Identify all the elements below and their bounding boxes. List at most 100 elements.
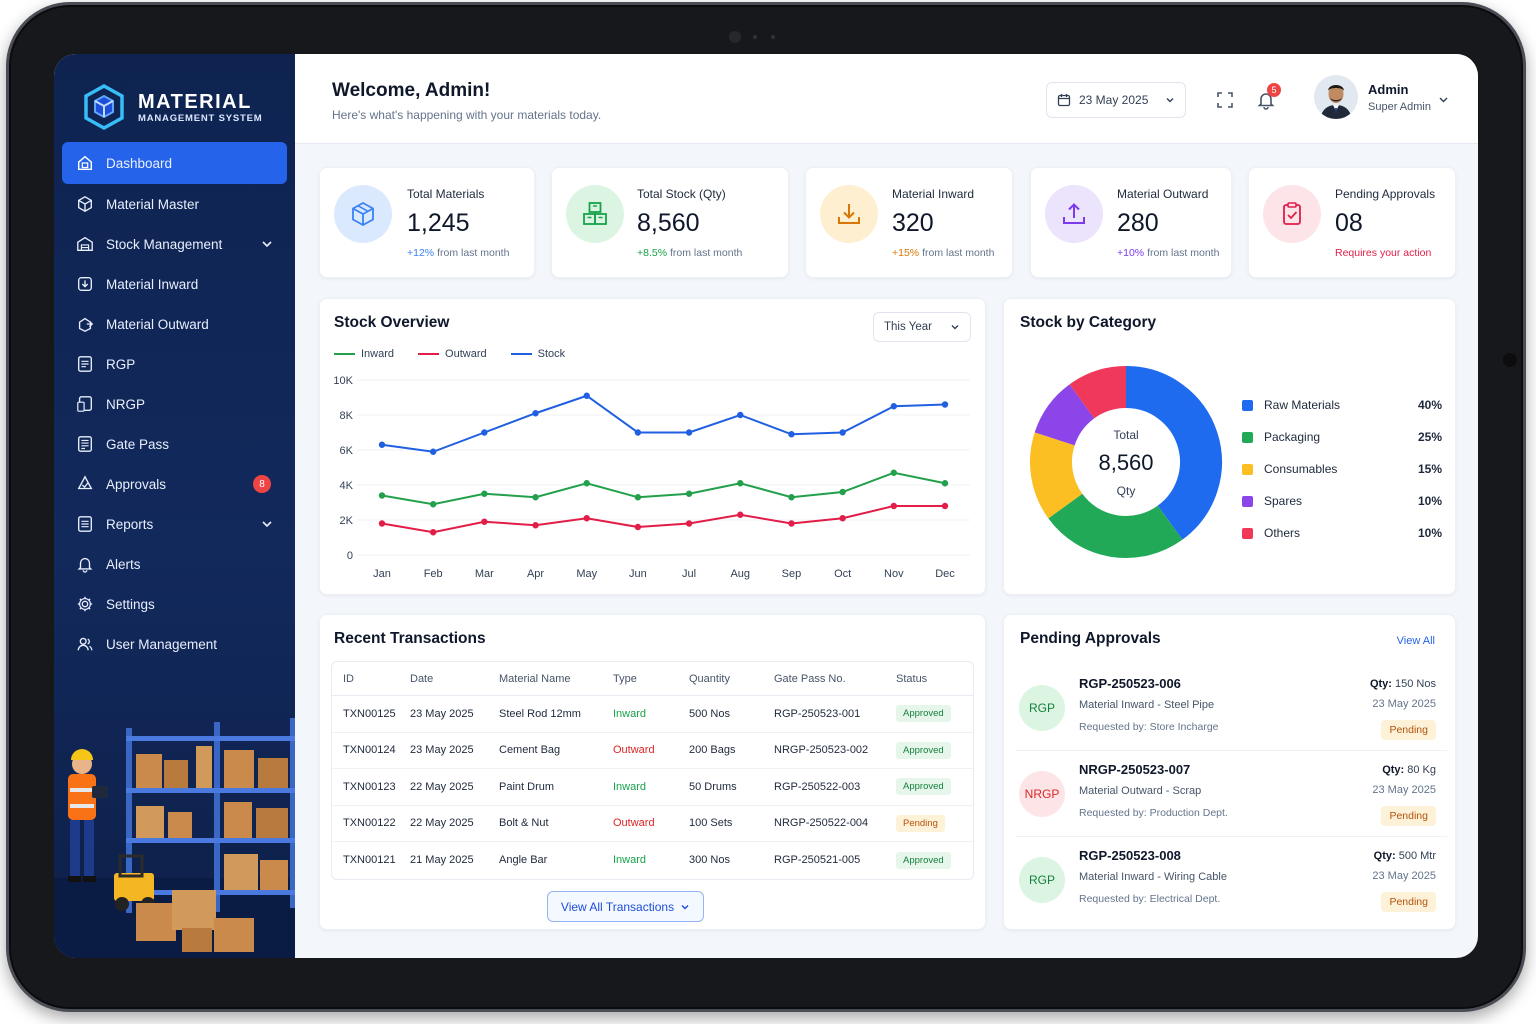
approval-type-badge: RGP [1019,685,1065,731]
kpi-label: Material Inward [892,187,975,201]
warehouse-icon [77,236,93,251]
y-tick-label: 4K [340,480,354,492]
kpi-label: Total Stock (Qty) [637,187,726,201]
avatar[interactable] [1314,75,1358,119]
status-badge: Approved [896,851,951,869]
date-picker[interactable]: 23 May 2025 [1046,82,1186,118]
users-icon [77,637,93,651]
table-row[interactable]: TXN00125 23 May 2025 Steel Rod 12mm Inwa… [332,696,973,733]
sidebar-item-nrgp[interactable]: NRGP [62,384,287,424]
cell-type: Inward [613,707,647,720]
main-content: Welcome, Admin! Here's what's happening … [295,54,1478,958]
document-icon [77,396,92,412]
cell-gate-pass: RGP-250521-005 [774,854,861,867]
category-pct: 15% [1417,462,1442,476]
kpi-label: Pending Approvals [1335,187,1436,201]
boxes-icon [583,202,607,225]
sidebar-item-rgp[interactable]: RGP [62,344,287,384]
sidebar-item-material-master[interactable]: Material Master [62,184,287,224]
sidebar-item-settings[interactable]: Settings [62,584,287,624]
category-row: Consumables 15% [1242,453,1442,485]
x-tick-label: Nov [884,568,904,580]
column-header[interactable]: Type [613,672,637,685]
kpi-value: 1,245 [407,209,470,237]
approval-item[interactable]: RGP RGP-250523-008 Material Inward - Wir… [1015,837,1447,923]
sidebar-item-user-management[interactable]: User Management [62,624,287,664]
kpi-card-material-outward[interactable]: Material Outward 280 +10% from last mont… [1030,167,1232,278]
qty-label: Qty: [1382,764,1405,776]
view-all-transactions-button[interactable]: View All Transactions [547,891,704,922]
chevron-down-icon[interactable] [261,238,273,250]
sidebar-item-label: User Management [106,636,218,652]
chevron-down-icon[interactable] [1438,94,1449,105]
kpi-card-total-stock[interactable]: Total Stock (Qty) 8,560 +8.5% from last … [551,167,789,278]
fullscreen-icon[interactable] [1216,91,1234,109]
x-tick-label: Oct [834,568,851,580]
kpi-trend-text: from last month [670,247,743,259]
approval-description: Material Inward - Wiring Cable [1079,871,1227,883]
sidebar-item-label: RGP [106,356,136,372]
legend-item-outward[interactable]: Outward [418,348,487,360]
kpi-card-total-materials[interactable]: Total Materials 1,245 +12% from last mon… [319,167,535,278]
data-point [532,522,539,529]
sidebar-item-material-outward[interactable]: Material Outward [62,304,287,344]
data-point [532,410,539,417]
table-header: ID Date Material Name Type Quantity Gate… [332,662,973,696]
table-row[interactable]: TXN00122 22 May 2025 Bolt & Nut Outward … [332,806,973,842]
approval-item[interactable]: RGP RGP-250523-006 Material Inward - Ste… [1015,665,1447,751]
sidebar-item-alerts[interactable]: Alerts [62,544,287,584]
legend-item-inward[interactable]: Inward [334,348,394,360]
brand[interactable]: MATERIAL MANAGEMENT SYSTEM [54,54,295,142]
legend-item-stock[interactable]: Stock [510,348,565,360]
bell-icon [77,557,93,573]
sidebar-item-gate-pass[interactable]: Gate Pass [62,424,287,464]
logo-icon [84,83,124,131]
data-point [890,502,898,510]
kpi-card-pending-approvals[interactable]: Pending Approvals 08 Requires your actio… [1248,167,1456,278]
date-value: 23 May 2025 [1079,93,1149,107]
brand-title: MATERIAL [138,90,252,113]
sidebar-item-material-inward[interactable]: Material Inward [62,264,287,304]
kpi-trend-value: +15% [892,247,920,259]
column-header[interactable]: ID [343,672,354,685]
data-point [737,480,744,487]
view-all-link[interactable]: View All [1396,635,1435,647]
clipboard-check-icon [1283,202,1301,225]
column-header[interactable]: Date [410,672,434,685]
table-row[interactable]: TXN00124 23 May 2025 Cement Bag Outward … [332,733,973,769]
data-point [890,403,898,410]
document-icon [78,356,92,372]
cell-type: Outward [613,817,655,830]
cell-material: Paint Drum [499,780,555,793]
sensor-dot [771,35,775,39]
sidebar-item-stock-management[interactable]: Stock Management [62,224,287,264]
approvals-count-badge: 8 [253,475,271,493]
kpi-card-material-inward[interactable]: Material Inward 320 +15% from last month [805,167,1013,278]
cell-quantity: 500 Nos [689,707,730,720]
qty-label: Qty: [1369,678,1392,690]
column-header[interactable]: Gate Pass No. [774,672,846,685]
data-point [429,448,437,455]
column-header[interactable]: Material Name [499,672,571,685]
category-donut-chart [1030,366,1222,558]
sidebar-item-label: Reports [106,516,154,532]
stock-category-card: Stock by Category Total 8,560 Qty Raw Ma… [1003,298,1456,595]
sidebar-item-dashboard[interactable]: Dashboard [62,142,287,184]
kpi-value: 280 [1117,209,1159,237]
sidebar-item-label: Material Master [106,196,200,212]
data-point [737,511,744,518]
chevron-down-icon[interactable] [261,518,273,530]
data-point [634,429,642,436]
series-line-inward [381,471,946,506]
table-row[interactable]: TXN00123 22 May 2025 Paint Drum Inward 5… [332,769,973,806]
period-select[interactable]: This Year [873,312,971,342]
table-row[interactable]: TXN00121 21 May 2025 Angle Bar Inward 30… [332,842,973,879]
sidebar-item-approvals[interactable]: Approvals 8 [62,464,287,504]
donut-slice [1048,493,1183,558]
column-header[interactable]: Status [896,672,928,685]
approval-item[interactable]: NRGP NRGP-250523-007 Material Outward - … [1015,751,1447,837]
transactions-title: Recent Transactions [334,630,486,647]
approval-id: RGP-250523-006 [1079,676,1181,691]
sidebar-item-reports[interactable]: Reports [62,504,287,544]
column-header[interactable]: Quantity [689,672,730,685]
